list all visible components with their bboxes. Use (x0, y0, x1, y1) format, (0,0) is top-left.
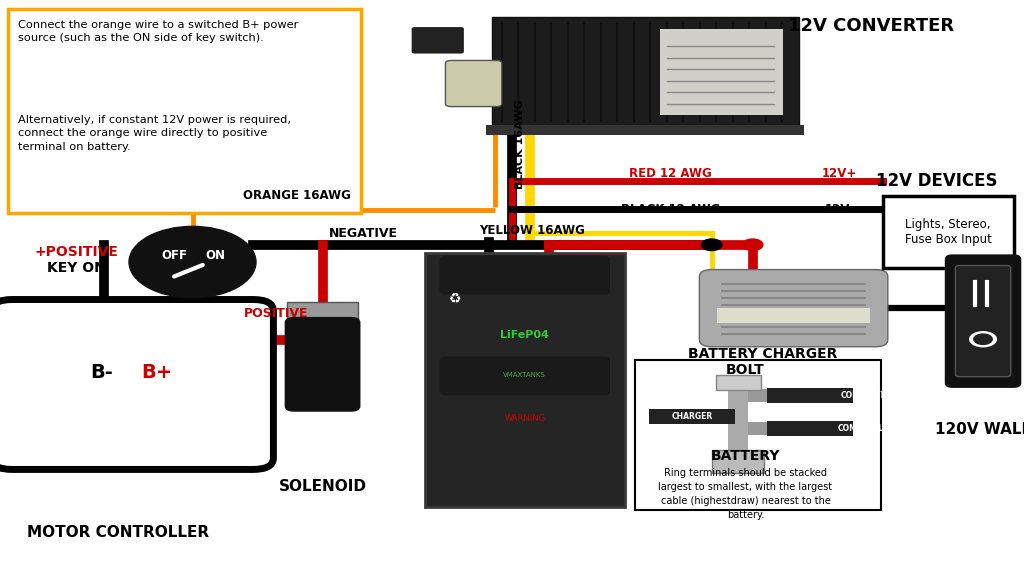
Text: YELLOW 16AWG: YELLOW 16AWG (479, 224, 586, 237)
Text: RED 12 AWG: RED 12 AWG (630, 168, 712, 180)
Circle shape (970, 332, 996, 347)
FancyBboxPatch shape (883, 196, 1014, 268)
Circle shape (974, 334, 992, 344)
Text: BATTERY CHARGER: BATTERY CHARGER (688, 347, 838, 361)
FancyBboxPatch shape (440, 357, 609, 395)
Text: ON: ON (205, 249, 225, 262)
FancyBboxPatch shape (440, 256, 609, 294)
FancyBboxPatch shape (425, 253, 625, 507)
Text: Lights, Stereo,
Fuse Box Input: Lights, Stereo, Fuse Box Input (905, 218, 991, 246)
FancyBboxPatch shape (287, 302, 358, 325)
FancyBboxPatch shape (486, 125, 804, 135)
FancyBboxPatch shape (716, 375, 761, 389)
Text: ♻: ♻ (449, 292, 461, 306)
Text: BLACK 16AWG: BLACK 16AWG (515, 99, 525, 189)
FancyBboxPatch shape (767, 388, 853, 403)
Text: BLACK 12 AWG: BLACK 12 AWG (621, 203, 721, 215)
FancyBboxPatch shape (699, 270, 888, 347)
Text: 12V DEVICES: 12V DEVICES (877, 172, 997, 191)
Circle shape (742, 239, 763, 251)
FancyBboxPatch shape (767, 421, 853, 436)
Circle shape (129, 226, 256, 298)
Text: B-: B- (90, 363, 113, 382)
Text: WARNING: WARNING (504, 414, 546, 423)
Circle shape (701, 239, 722, 251)
FancyBboxPatch shape (955, 266, 1011, 377)
Text: OFF: OFF (161, 249, 187, 262)
FancyBboxPatch shape (728, 381, 749, 450)
Text: 12V CONVERTER: 12V CONVERTER (788, 17, 954, 35)
FancyBboxPatch shape (635, 360, 881, 510)
Text: 12V-: 12V- (825, 203, 854, 215)
Text: VMAXTANKS: VMAXTANKS (504, 372, 546, 378)
Text: MOTOR CONTROLLER: MOTOR CONTROLLER (27, 525, 209, 540)
FancyBboxPatch shape (713, 450, 764, 473)
Text: Connect the orange wire to a switched B+ power
source (such as the ON side of ke: Connect the orange wire to a switched B+… (18, 20, 299, 43)
Text: BOLT: BOLT (726, 363, 765, 377)
Text: Alternatively, if constant 12V power is required,
connect the orange wire direct: Alternatively, if constant 12V power is … (18, 115, 292, 151)
FancyBboxPatch shape (286, 318, 359, 411)
Text: ORANGE 16AWG: ORANGE 16AWG (243, 190, 351, 202)
Text: KEY ON: KEY ON (47, 261, 106, 275)
Text: +POSITIVE: +POSITIVE (35, 245, 119, 259)
FancyBboxPatch shape (0, 300, 273, 469)
Text: LiFeP04: LiFeP04 (501, 329, 549, 339)
Text: CHARGER: CHARGER (672, 412, 713, 421)
FancyBboxPatch shape (749, 389, 815, 402)
FancyBboxPatch shape (492, 17, 799, 127)
FancyBboxPatch shape (8, 9, 361, 213)
Text: 120V WALL: 120V WALL (935, 422, 1024, 437)
Text: CONVERTER: CONVERTER (841, 391, 892, 400)
FancyBboxPatch shape (412, 27, 464, 54)
FancyBboxPatch shape (649, 409, 735, 424)
Text: CONTROLLER: CONTROLLER (838, 424, 895, 433)
Text: NEGATIVE: NEGATIVE (329, 227, 398, 240)
FancyBboxPatch shape (445, 60, 502, 107)
Text: B+: B+ (141, 363, 172, 382)
Text: 12V+: 12V+ (822, 168, 857, 180)
FancyBboxPatch shape (660, 29, 783, 115)
FancyBboxPatch shape (946, 256, 1020, 386)
FancyBboxPatch shape (749, 422, 815, 435)
Text: SOLENOID: SOLENOID (279, 479, 367, 494)
FancyBboxPatch shape (717, 308, 870, 323)
Text: POSITIVE: POSITIVE (245, 308, 308, 320)
FancyBboxPatch shape (662, 410, 728, 423)
Text: Ring terminals should be stacked
largest to smallest, with the largest
cable (hi: Ring terminals should be stacked largest… (658, 468, 833, 520)
Text: BATTERY: BATTERY (711, 449, 780, 463)
